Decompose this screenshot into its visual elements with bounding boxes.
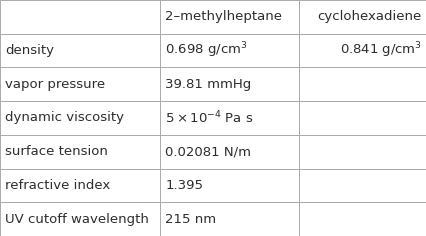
Bar xyxy=(298,101,426,135)
Text: 39.81 mmHg: 39.81 mmHg xyxy=(165,78,251,91)
Bar xyxy=(160,135,298,169)
Bar xyxy=(298,67,426,101)
Bar xyxy=(298,169,426,202)
Text: vapor pressure: vapor pressure xyxy=(5,78,105,91)
Text: 0.02081 N/m: 0.02081 N/m xyxy=(165,145,250,158)
Bar xyxy=(0,202,160,236)
Text: $5\times10^{-4}$ Pa s: $5\times10^{-4}$ Pa s xyxy=(165,110,253,126)
Bar xyxy=(160,0,298,34)
Bar xyxy=(0,34,160,67)
Text: 0.698 g/cm$^3$: 0.698 g/cm$^3$ xyxy=(165,41,247,60)
Text: refractive index: refractive index xyxy=(5,179,110,192)
Text: surface tension: surface tension xyxy=(5,145,108,158)
Bar xyxy=(0,101,160,135)
Bar xyxy=(0,135,160,169)
Bar xyxy=(0,67,160,101)
Bar xyxy=(0,169,160,202)
Bar xyxy=(0,0,160,34)
Text: 215 nm: 215 nm xyxy=(165,213,216,226)
Text: 2–methylheptane: 2–methylheptane xyxy=(165,10,282,23)
Text: UV cutoff wavelength: UV cutoff wavelength xyxy=(5,213,149,226)
Bar xyxy=(160,169,298,202)
Text: 0.841 g/cm$^3$: 0.841 g/cm$^3$ xyxy=(339,41,421,60)
Bar xyxy=(160,202,298,236)
Bar xyxy=(160,101,298,135)
Bar xyxy=(298,34,426,67)
Text: 1.395: 1.395 xyxy=(165,179,203,192)
Bar xyxy=(298,135,426,169)
Text: cyclohexadiene: cyclohexadiene xyxy=(317,10,421,23)
Bar xyxy=(298,202,426,236)
Text: dynamic viscosity: dynamic viscosity xyxy=(5,111,124,125)
Bar xyxy=(160,34,298,67)
Text: density: density xyxy=(5,44,54,57)
Bar xyxy=(298,0,426,34)
Bar xyxy=(160,67,298,101)
